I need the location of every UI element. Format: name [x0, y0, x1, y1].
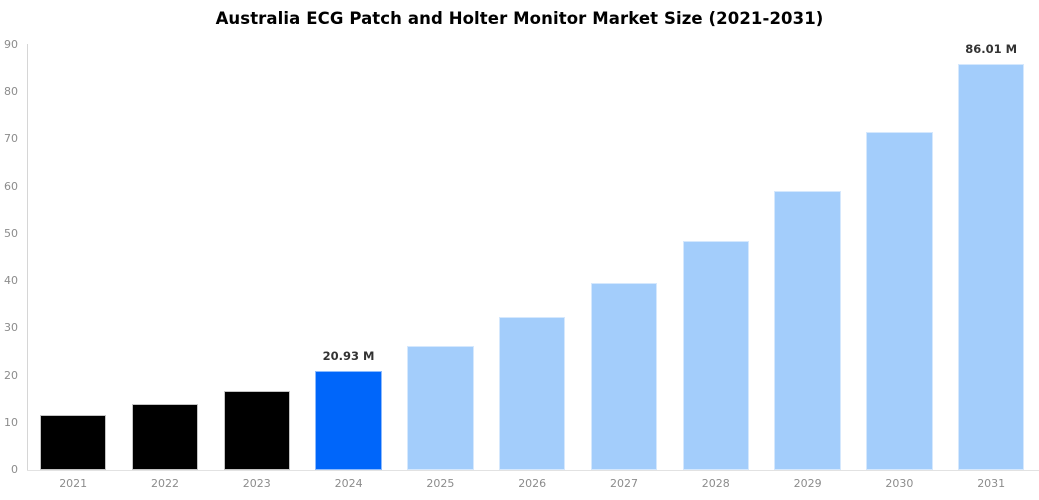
- bar-2027: [590, 282, 658, 470]
- x-tick-label: 2031: [977, 477, 1006, 490]
- y-tick-label: 50: [4, 226, 18, 240]
- y-tick-label: 40: [4, 274, 18, 287]
- y-tick-label: 90: [4, 37, 18, 51]
- bar-2026: [498, 317, 566, 470]
- bar-2028: [682, 240, 750, 470]
- bar-2022: [131, 404, 199, 470]
- bar-value-label: 20.93 M: [322, 349, 375, 364]
- y-tick-label: 60: [4, 179, 18, 193]
- bar-value-label: 86.01 M: [965, 41, 1018, 56]
- chart-title: Australia ECG Patch and Holter Monitor M…: [215, 9, 824, 28]
- y-tick-label: 10: [4, 415, 18, 429]
- x-tick-label: 2026: [518, 477, 547, 490]
- bar-2021: [39, 415, 107, 470]
- y-axis-spine: [27, 43, 28, 470]
- y-tick-label: 0: [11, 463, 18, 476]
- y-tick-label: 20: [4, 368, 18, 382]
- y-tick-label: 30: [4, 321, 18, 335]
- x-tick-label: 2028: [701, 477, 730, 490]
- bar-2025: [407, 346, 474, 470]
- bar-2023: [223, 390, 291, 470]
- x-tick-label: 2027: [610, 477, 638, 490]
- x-tick-label: 2029: [793, 477, 822, 490]
- x-tick-label: 2024: [334, 477, 363, 490]
- y-tick-label: 70: [4, 132, 18, 146]
- bar-2031: [957, 63, 1025, 470]
- y-tick-label: 80: [4, 85, 18, 98]
- bar-2029: [774, 190, 841, 470]
- x-tick-label: 2021: [59, 477, 88, 490]
- x-tick-label: 2025: [426, 477, 455, 490]
- x-tick-label: 2030: [885, 477, 914, 490]
- x-tick-label: 2023: [242, 477, 271, 490]
- x-axis-line: [27, 470, 1039, 471]
- bar-2024: [315, 371, 382, 470]
- bar-2030: [866, 131, 933, 470]
- x-tick-label: 2022: [151, 477, 179, 490]
